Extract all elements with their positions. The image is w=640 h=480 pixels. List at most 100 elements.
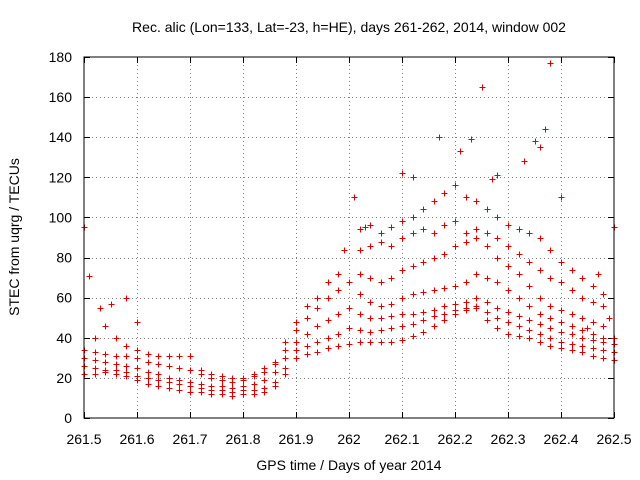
data-point: [166, 385, 173, 392]
data-point: [102, 367, 109, 374]
x-tick-label: 262.1: [384, 431, 419, 447]
series-arc-high-c: [346, 295, 618, 348]
y-tick-label: 100: [49, 209, 73, 225]
data-point: [457, 148, 464, 155]
data-point: [558, 339, 565, 346]
x-tick-label: 261.9: [278, 431, 313, 447]
data-point: [123, 363, 130, 370]
data-point: [388, 275, 395, 282]
data-point: [187, 379, 194, 386]
data-point: [388, 301, 395, 308]
data-point: [590, 319, 597, 326]
data-point: [484, 309, 491, 316]
data-point: [484, 243, 491, 250]
data-point: [505, 331, 512, 338]
data-point: [547, 303, 554, 310]
data-point: [123, 343, 130, 350]
data-point: [431, 307, 438, 314]
data-point: [590, 283, 597, 290]
data-point: [240, 383, 247, 390]
data-point: [494, 279, 501, 286]
data-point: [399, 295, 406, 302]
data-point: [558, 194, 565, 201]
data-point: [145, 359, 152, 366]
data-point: [463, 230, 470, 237]
x-tick-label: 262.3: [490, 431, 525, 447]
data-point: [569, 267, 576, 274]
data-point: [145, 375, 152, 382]
data-point: [282, 347, 289, 354]
x-tick-label: 261.8: [225, 431, 260, 447]
data-point: [537, 339, 544, 346]
data-point: [547, 343, 554, 350]
data-point: [463, 279, 470, 286]
data-point: [240, 375, 247, 382]
data-point: [304, 331, 311, 338]
x-tick-label: 262: [337, 431, 361, 447]
data-point: [558, 319, 565, 326]
data-point: [484, 275, 491, 282]
data-point: [547, 247, 554, 254]
data-point: [558, 345, 565, 352]
data-point: [229, 385, 236, 392]
data-point: [314, 323, 321, 330]
data-point: [92, 349, 99, 356]
data-point: [304, 303, 311, 310]
data-point: [113, 367, 120, 374]
data-point: [505, 222, 512, 229]
y-tick-label: 120: [49, 169, 73, 185]
data-point: [441, 317, 448, 324]
data-point: [335, 311, 342, 318]
data-point: [145, 381, 152, 388]
data-point: [494, 214, 501, 221]
data-point: [367, 329, 374, 336]
data-point: [590, 353, 597, 360]
y-tick-label: 180: [49, 49, 73, 65]
data-point: [436, 134, 443, 141]
data-point: [346, 325, 353, 332]
data-point: [410, 333, 417, 340]
data-point: [378, 239, 385, 246]
data-point: [473, 226, 480, 233]
data-point: [547, 275, 554, 282]
data-point: [410, 214, 417, 221]
data-point: [229, 375, 236, 382]
data-point: [123, 295, 130, 302]
data-point: [537, 144, 544, 151]
data-point: [272, 369, 279, 376]
data-point: [346, 341, 353, 348]
data-point: [584, 325, 591, 332]
data-point: [304, 351, 311, 358]
data-point: [351, 194, 358, 201]
data-point: [134, 365, 141, 372]
data-point: [92, 365, 99, 372]
data-point: [261, 365, 268, 372]
data-point: [155, 377, 162, 384]
data-point: [569, 287, 576, 294]
data-point: [452, 301, 459, 308]
data-point: [410, 174, 417, 181]
y-tick-label: 40: [56, 330, 72, 346]
data-point: [176, 387, 183, 394]
data-point: [579, 295, 586, 302]
data-point: [97, 305, 104, 312]
data-point: [600, 347, 607, 354]
y-tick-label: 0: [64, 410, 72, 426]
data-point: [452, 182, 459, 189]
data-point: [537, 295, 544, 302]
data-point: [516, 313, 523, 320]
data-point: [463, 194, 470, 201]
data-point: [579, 315, 586, 322]
data-point: [304, 343, 311, 350]
data-point: [526, 230, 533, 237]
data-point: [420, 317, 427, 324]
data-point: [547, 335, 554, 342]
data-point: [431, 255, 438, 262]
data-point: [600, 355, 607, 362]
data-point: [410, 311, 417, 318]
data-point: [155, 371, 162, 378]
series-arc-high-g: [357, 182, 607, 298]
data-point: [516, 251, 523, 258]
data-point: [219, 373, 226, 380]
